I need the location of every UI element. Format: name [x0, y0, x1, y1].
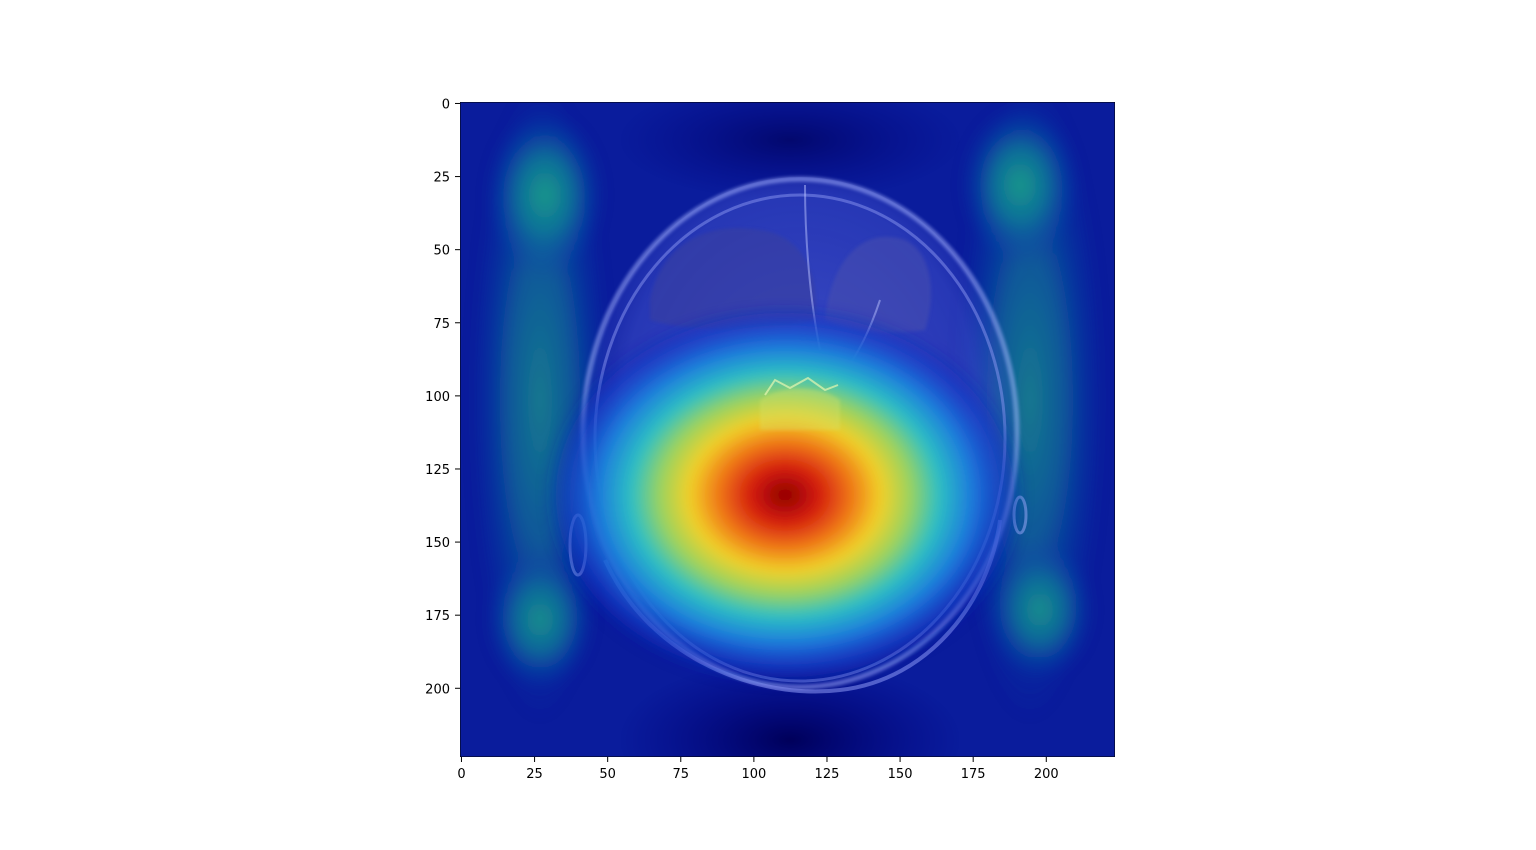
y-tick-label: 50: [433, 244, 450, 259]
x-tick-label: 175: [961, 767, 986, 782]
x-tick-label: 0: [457, 767, 465, 782]
x-tick-label: 25: [526, 767, 543, 782]
x-tick-label: 50: [599, 767, 616, 782]
y-tick-label: 125: [425, 463, 450, 478]
x-tick-label: 75: [672, 767, 689, 782]
x-axis: 0 25 50 75 100 125 150 175 200: [457, 757, 1059, 782]
y-tick-label: 200: [425, 682, 450, 697]
y-tick-label: 100: [425, 390, 450, 405]
y-axis: 0 25 50 75 100 125 150 175 200: [425, 97, 460, 697]
y-tick-label: 25: [433, 171, 450, 186]
y-tick-label: 0: [442, 97, 450, 112]
x-tick-label: 150: [888, 767, 913, 782]
y-tick-label: 150: [425, 536, 450, 551]
gradcam-hotspot: [545, 305, 1025, 685]
y-tick-label: 175: [425, 609, 450, 624]
x-tick-label: 200: [1034, 767, 1059, 782]
y-tick-label: 75: [433, 317, 450, 332]
x-tick-label: 100: [741, 767, 766, 782]
heatmap-image: [460, 102, 1115, 757]
x-tick-label: 125: [815, 767, 840, 782]
dark-region-top: [620, 102, 960, 200]
